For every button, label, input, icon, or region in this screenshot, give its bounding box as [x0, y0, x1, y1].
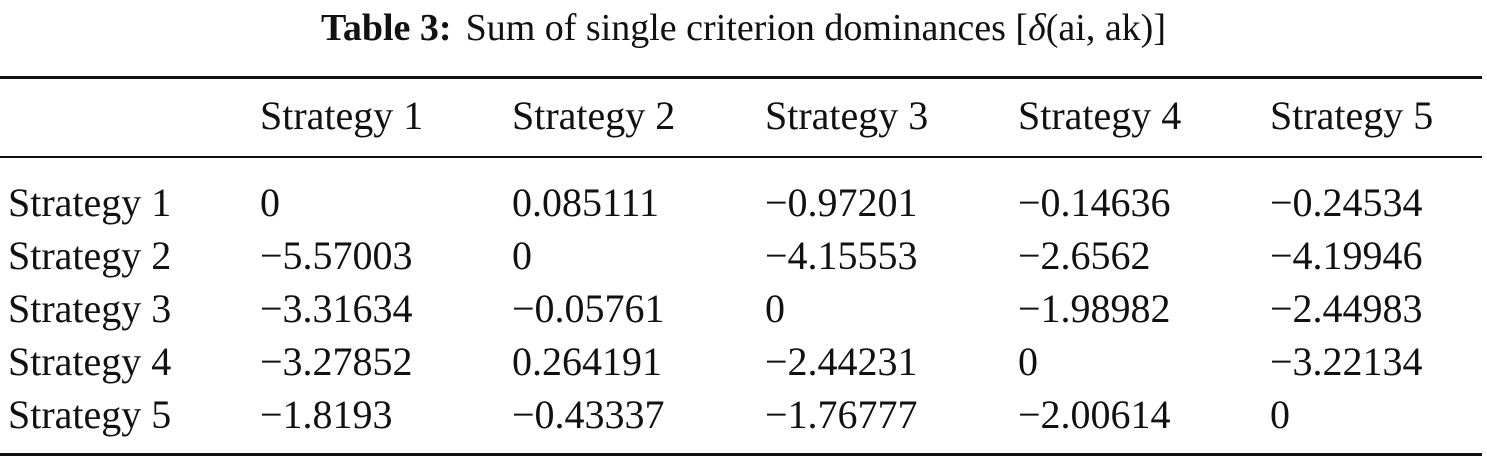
table-cell: 0.085111 [512, 180, 660, 225]
table-cell: 0.264191 [512, 339, 662, 384]
table-label: Table 3: [320, 7, 452, 49]
table-cell: 0 [765, 286, 785, 331]
table-title: Table 3: Sum of single criterion dominanc… [0, 6, 1487, 50]
table-cell: −0.14636 [1018, 180, 1171, 225]
column-header: Strategy 2 [512, 93, 676, 138]
table-cell: −0.05761 [512, 286, 665, 331]
table-cell: 0 [512, 233, 532, 278]
row-header: Strategy 2 [8, 233, 172, 278]
table-cell: −0.97201 [765, 180, 918, 225]
table-cell: −0.24534 [1270, 180, 1423, 225]
column-header: Strategy 1 [260, 93, 424, 138]
table-cell: −0.43337 [512, 392, 665, 437]
table-cell: −1.98982 [1018, 286, 1171, 331]
title-text: (ai, ak)] [1045, 7, 1166, 49]
row-header: Strategy 5 [8, 392, 172, 437]
table-cell: −1.8193 [260, 392, 393, 437]
column-header: Strategy 4 [1018, 93, 1182, 138]
column-header: Strategy 3 [765, 93, 929, 138]
column-header: Strategy 5 [1270, 93, 1434, 138]
table-cell: −2.00614 [1018, 392, 1171, 437]
table-cell: −5.57003 [260, 233, 413, 278]
top-rule [0, 76, 1482, 79]
table-cell: 0 [260, 180, 280, 225]
row-header: Strategy 3 [8, 286, 172, 331]
table-cell: −3.27852 [260, 339, 413, 384]
title-text: Sum of single criterion dominances [ [465, 7, 1029, 49]
row-header: Strategy 4 [8, 339, 172, 384]
table-cell: 0 [1018, 339, 1038, 384]
table-cell: −4.19946 [1270, 233, 1423, 278]
table-cell: −2.44983 [1270, 286, 1423, 331]
row-header: Strategy 1 [8, 180, 172, 225]
mid-rule [0, 156, 1482, 158]
table-cell: −3.22134 [1270, 339, 1423, 384]
table-cell: −4.15553 [765, 233, 918, 278]
table-cell: −3.31634 [260, 286, 413, 331]
title-symbol: δ [1028, 7, 1046, 49]
bottom-rule [0, 453, 1482, 456]
table-cell: −2.44231 [765, 339, 918, 384]
table-cell: −1.76777 [765, 392, 918, 437]
table-cell: 0 [1270, 392, 1290, 437]
table-cell: −2.6562 [1018, 233, 1151, 278]
